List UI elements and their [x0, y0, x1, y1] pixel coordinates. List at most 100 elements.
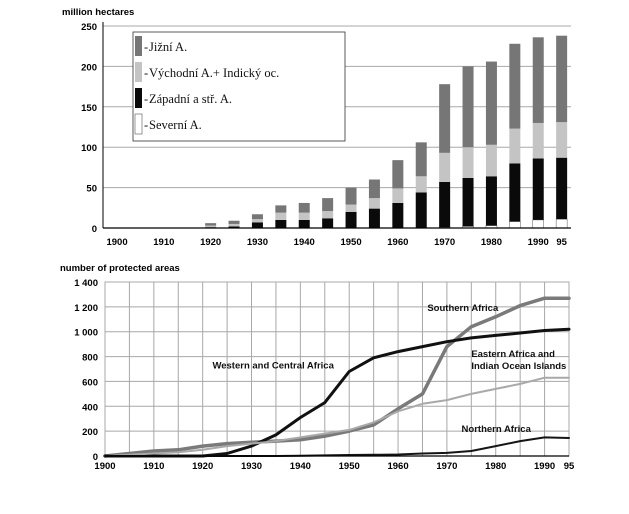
- top-xtick-label: 1970: [434, 237, 455, 248]
- bottom-xtick-label: 1930: [241, 461, 262, 472]
- bar-segment: [462, 147, 474, 178]
- bar-segment: [556, 122, 568, 158]
- bar-segment: [392, 160, 404, 189]
- bottom-xtick-label: 1960: [387, 461, 408, 472]
- bar-segment: [345, 211, 357, 228]
- bar-segment: [509, 128, 521, 164]
- bar-segment: [509, 43, 521, 129]
- bar-segment: [368, 198, 380, 209]
- bar-segment: [368, 208, 380, 228]
- bottom-ytick-label: 200: [82, 427, 98, 438]
- legend-swatch: [134, 113, 143, 135]
- legend-dash: -: [144, 118, 148, 132]
- bar-segment: [322, 198, 334, 212]
- top-xtick-label: 1980: [481, 237, 502, 248]
- bar-segment: [509, 163, 521, 222]
- bar-segment: [251, 214, 263, 220]
- bar-segment: [392, 188, 404, 203]
- bar-segment: [532, 122, 544, 159]
- legend-swatch: [135, 36, 142, 56]
- bar-segment: [345, 187, 357, 205]
- bottom-xtick-label: 1990: [534, 461, 555, 472]
- bar-segment: [298, 212, 310, 220]
- bar-segment: [439, 84, 451, 153]
- bottom-xtick-label: 1920: [192, 461, 213, 472]
- bottom-ytick-label: 1 000: [74, 328, 98, 339]
- bar-segment: [415, 176, 427, 193]
- bottom-ytick-label: 800: [82, 353, 98, 364]
- bar-segment: [275, 219, 287, 228]
- bar-segment: [275, 205, 287, 213]
- top-ytick-label: 150: [81, 103, 97, 114]
- bottom-ytick-label: 0: [93, 452, 98, 463]
- top-ytick-label: 100: [81, 143, 97, 154]
- series-annotation: Indian Ocean Islands: [471, 361, 566, 372]
- bar-segment: [509, 221, 521, 229]
- bar-segment: [251, 219, 263, 223]
- legend-dash: -: [144, 92, 148, 106]
- bar-segment: [485, 176, 497, 226]
- bar-segment: [251, 222, 263, 228]
- bottom-xtick-label: 1970: [436, 461, 457, 472]
- bar-segment: [368, 179, 380, 199]
- series-annotation: Western and Central Africa: [212, 360, 334, 371]
- legend-dash: -: [144, 66, 148, 80]
- bar-segment: [392, 202, 404, 228]
- top-xtick-label: 1900: [106, 237, 127, 248]
- bar-segment: [275, 212, 287, 220]
- top-xtick-label: 1910: [153, 237, 174, 248]
- bar-segment: [228, 226, 240, 228]
- top-xtick-label: 1920: [200, 237, 221, 248]
- bar-segment: [205, 225, 217, 228]
- legend-label: Severní A.: [149, 118, 202, 132]
- top-xtick-label: 1940: [294, 237, 315, 248]
- bar-segment: [485, 61, 497, 145]
- bar-segment: [228, 220, 240, 224]
- bottom-xtick-label: 1980: [485, 461, 506, 472]
- bar-segment: [439, 152, 451, 182]
- series-line: [104, 376, 570, 457]
- series-annotation: Southern Africa: [427, 303, 499, 314]
- bar-segment: [462, 177, 474, 227]
- bottom-xtick-label: 1910: [143, 461, 164, 472]
- bottom-ytick-label: 1 200: [74, 303, 98, 314]
- bar-segment: [532, 37, 544, 123]
- top-xtick-label: 1950: [340, 237, 361, 248]
- top-xtick-label: 1960: [387, 237, 408, 248]
- bottom-xtick-label: 1940: [290, 461, 311, 472]
- bar-segment: [322, 218, 334, 228]
- legend-box: [132, 31, 346, 142]
- bar-segment: [532, 219, 544, 229]
- top-ytick-label: 200: [81, 62, 97, 73]
- bar-segment: [298, 219, 310, 228]
- legend-dash: -: [144, 40, 148, 54]
- bar-segment: [532, 158, 544, 220]
- top-axes: 0 50 100 150 200 250 1900 1910 1920 1930 1940 1950 1…: [62, 7, 571, 248]
- bar-segment: [415, 192, 427, 228]
- series-annotation: Eastern Africa and: [471, 349, 555, 360]
- legend-label: Východní A.+ Indický oc.: [149, 66, 279, 80]
- top-bars: [205, 35, 568, 229]
- bar-segment: [345, 204, 357, 212]
- bottom-annotations: Southern Africa Western and Central Afric…: [212, 303, 566, 435]
- bottom-ytick-label: 600: [82, 377, 98, 388]
- top-ylabel: million hectares: [62, 7, 134, 18]
- bottom-axes: 0 200 400 600 800 1 000 1 200 1 400 1900 1910 1920…: [60, 263, 575, 472]
- bar-segment: [556, 35, 568, 123]
- bar-segment: [462, 66, 474, 148]
- top-ytick-label: 50: [86, 184, 97, 195]
- top-ytick-label: 0: [92, 224, 97, 235]
- series-line: [103, 296, 571, 458]
- bar-segment: [485, 144, 497, 177]
- top-legend: - Jižní A.- Východní A.+ Indický oc.- Západ…: [132, 31, 346, 142]
- bottom-ylabel: number of protected areas: [60, 263, 180, 274]
- bar-segment: [415, 142, 427, 177]
- legend-swatch: [135, 88, 142, 108]
- bar-segment: [228, 223, 240, 227]
- bottom-ytick-label: 400: [82, 402, 98, 413]
- bottom-ytick-label: 1 400: [74, 278, 98, 289]
- top-xtick-label: 1990: [528, 237, 549, 248]
- legend-label: Západní a stř. A.: [149, 92, 232, 106]
- legend-label: Jižní A.: [149, 40, 187, 54]
